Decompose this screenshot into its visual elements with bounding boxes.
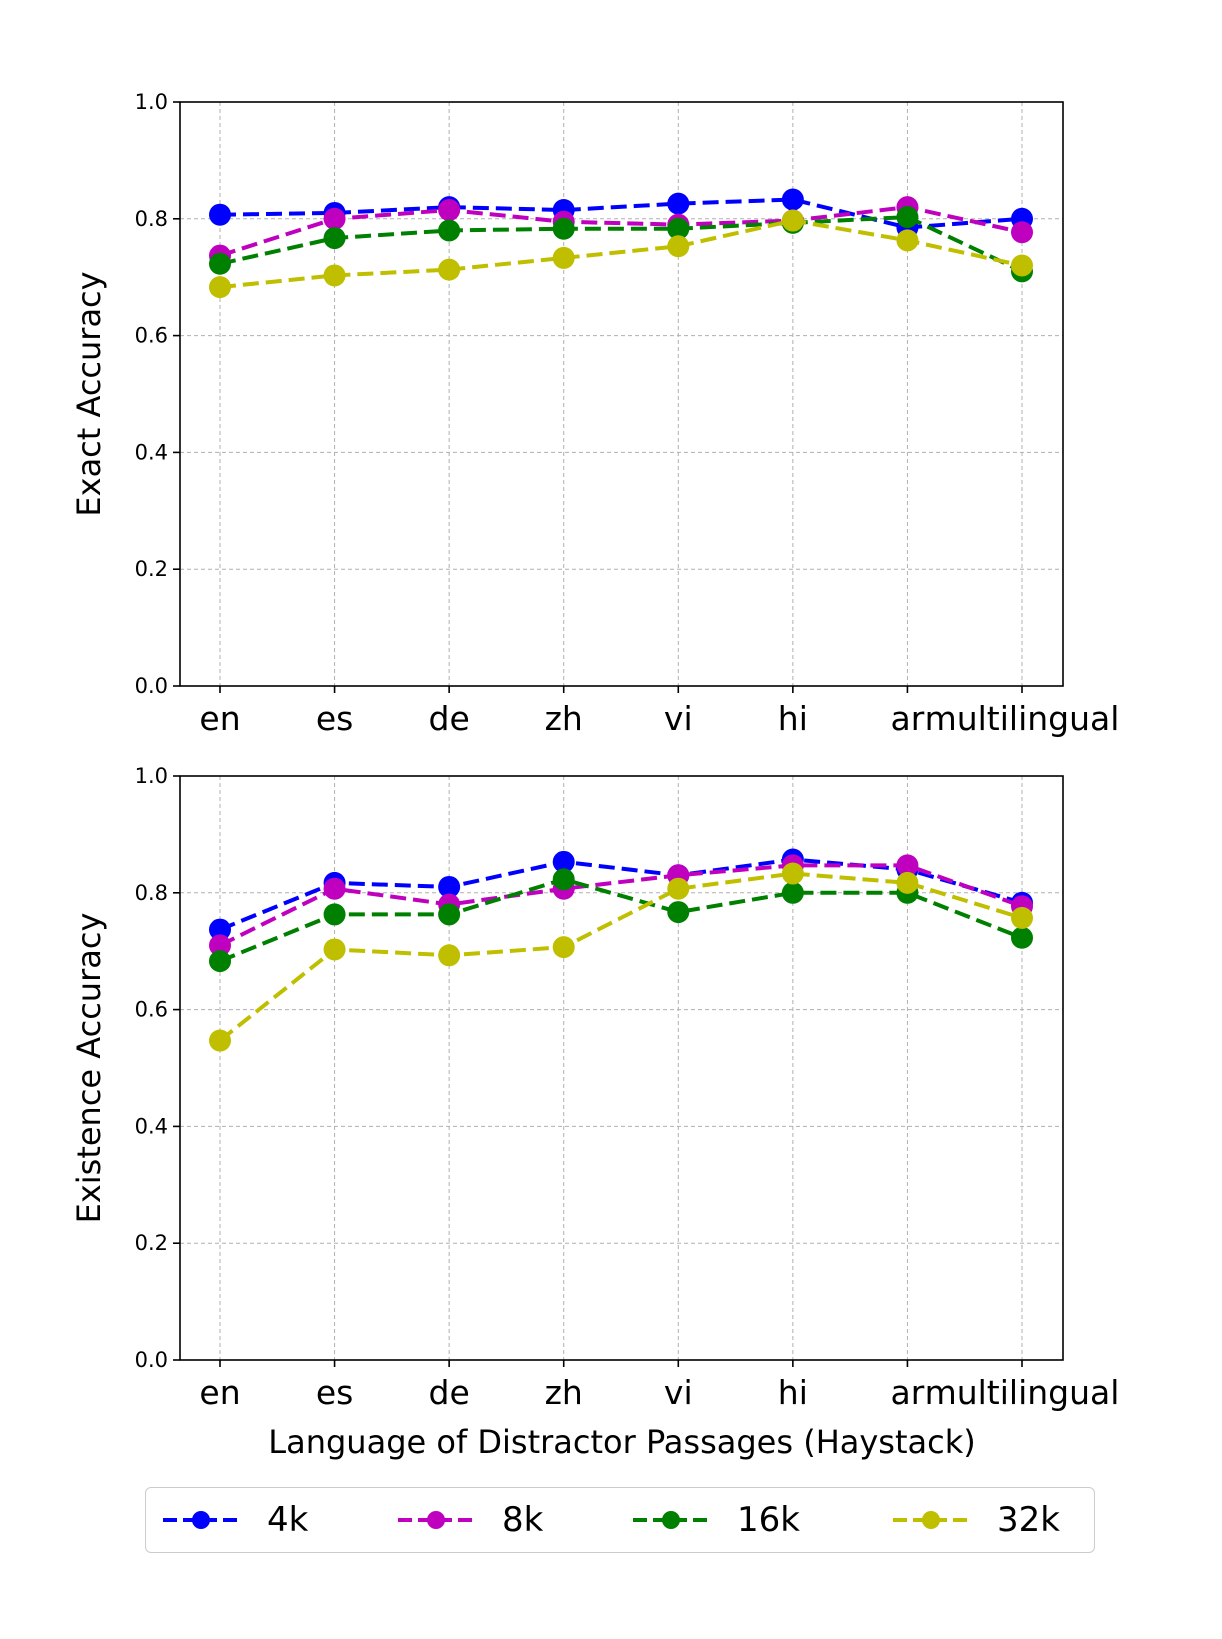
y-tick-label: 0.8 [135, 881, 168, 905]
data-point-32k-zh [552, 246, 575, 269]
x-tick-label-vi: vi [664, 699, 693, 738]
data-point-16k-zh [552, 868, 575, 891]
exact-accuracy-panel: 0.0 0.2 0.4 0.6 0.8 1.0 en es de zh vi hi ar multilin… [70, 90, 1119, 738]
y-tick-label: 0.2 [135, 557, 168, 581]
y-tick-label: 0.8 [135, 207, 168, 231]
y-axis-label: Existence Accuracy [70, 913, 108, 1224]
legend-item-8k: 8k [396, 1496, 543, 1544]
series-line-8k [219, 205, 1023, 258]
data-point-16k-en [209, 252, 231, 275]
data-point-16k-es [323, 227, 346, 250]
data-point-32k-multilingual [1011, 906, 1033, 929]
data-point-32k-de [438, 258, 461, 281]
data-point-16k-en [209, 950, 231, 973]
data-point-16k-vi [667, 901, 690, 924]
data-point-16k-hi [781, 881, 804, 904]
x-tick-label-hi: hi [778, 1373, 808, 1412]
legend-label-8k: 8k [502, 1500, 544, 1540]
data-point-8k-multilingual [1011, 221, 1033, 244]
legend-marker-4k [163, 1511, 239, 1529]
data-point-4k-hi [781, 188, 804, 211]
legend-item-4k: 4k [161, 1496, 308, 1544]
data-point-32k-ar [896, 871, 919, 894]
legend: 4k 8k 16k 32k [145, 1487, 1095, 1553]
series-line-8k [219, 863, 1023, 948]
series-line-4k [219, 857, 1023, 932]
legend-marker-16k [633, 1511, 709, 1529]
x-tick-label-multilingual: multilingual [925, 1373, 1120, 1412]
data-point-16k-de [438, 903, 461, 926]
data-point-16k-zh [552, 217, 575, 240]
data-point-4k-vi [667, 192, 690, 215]
y-tick-label: 0.6 [135, 324, 168, 348]
data-point-32k-en [209, 1029, 231, 1052]
data-point-32k-es [323, 264, 346, 287]
data-point-32k-de [438, 944, 461, 967]
x-tick-label-en: en [199, 1373, 240, 1412]
data-point-32k-hi [781, 862, 804, 885]
data-point-32k-hi [781, 209, 804, 232]
data-point-4k-en [209, 918, 231, 941]
data-point-8k-es [323, 207, 346, 230]
data-point-8k-en [209, 934, 231, 957]
data-point-32k-ar [896, 229, 919, 252]
y-tick-label: 0.4 [135, 1114, 168, 1138]
legend-item-32k: 32k [891, 1496, 1060, 1544]
existence-accuracy-panel: 0.0 0.2 0.4 0.6 0.8 1.0 en es de zh vi hi ar multilin… [70, 764, 1119, 1461]
data-point-16k-de [438, 219, 461, 242]
data-point-32k-es [323, 938, 346, 961]
x-tick-label-zh: zh [545, 699, 583, 738]
data-point-16k-ar [896, 206, 919, 229]
y-tick-label: 0.4 [135, 440, 168, 464]
y-tick-label: 0.0 [135, 674, 168, 698]
x-tick-label-ar: ar [891, 699, 925, 738]
data-point-8k-es [323, 877, 346, 900]
y-tick-label: 0.2 [135, 1231, 168, 1255]
legend-item-16k: 16k [631, 1496, 800, 1544]
data-point-16k-vi [667, 217, 690, 240]
data-point-4k-en [209, 203, 231, 226]
x-tick-label-zh: zh [545, 1373, 583, 1412]
plot-frame [179, 775, 1064, 1361]
data-point-32k-vi [667, 877, 690, 900]
data-point-8k-de [438, 199, 461, 222]
x-tick-label-es: es [316, 699, 354, 738]
x-tick-label-es: es [316, 1373, 354, 1412]
y-tick-label: 1.0 [135, 764, 168, 788]
x-tick-label-multilingual: multilingual [925, 699, 1120, 738]
series-line-4k [219, 197, 1023, 230]
series-line-32k [219, 218, 1023, 290]
legend-label-32k: 32k [997, 1500, 1060, 1540]
data-point-4k-zh [552, 850, 575, 873]
x-tick-label-en: en [199, 699, 240, 738]
y-tick-label: 0.0 [135, 1348, 168, 1372]
data-point-16k-es [323, 903, 346, 926]
x-tick-label-de: de [429, 1373, 470, 1412]
data-point-4k-de [438, 875, 461, 898]
legend-label-16k: 16k [737, 1500, 800, 1540]
y-tick-label: 0.6 [135, 998, 168, 1022]
series-line-16k [219, 215, 1023, 274]
series-line-16k [219, 877, 1023, 963]
data-point-32k-multilingual [1011, 254, 1033, 277]
x-axis-label: Language of Distractor Passages (Haystac… [268, 1423, 975, 1461]
data-point-32k-en [209, 276, 231, 299]
y-axis-label: Exact Accuracy [70, 271, 108, 516]
data-point-32k-vi [667, 235, 690, 258]
series-line-32k [218, 871, 1023, 1043]
x-tick-label-hi: hi [778, 699, 808, 738]
data-point-32k-zh [552, 936, 575, 959]
legend-marker-32k [893, 1511, 969, 1529]
x-tick-label-ar: ar [891, 1373, 925, 1412]
y-tick-label: 1.0 [135, 90, 168, 114]
legend-label-4k: 4k [267, 1500, 309, 1540]
data-point-8k-ar [896, 854, 919, 877]
data-point-16k-multilingual [1011, 926, 1033, 949]
plot-frame [179, 101, 1064, 687]
x-tick-label-de: de [429, 699, 470, 738]
legend-marker-8k [398, 1511, 474, 1529]
x-tick-label-vi: vi [664, 1373, 693, 1412]
